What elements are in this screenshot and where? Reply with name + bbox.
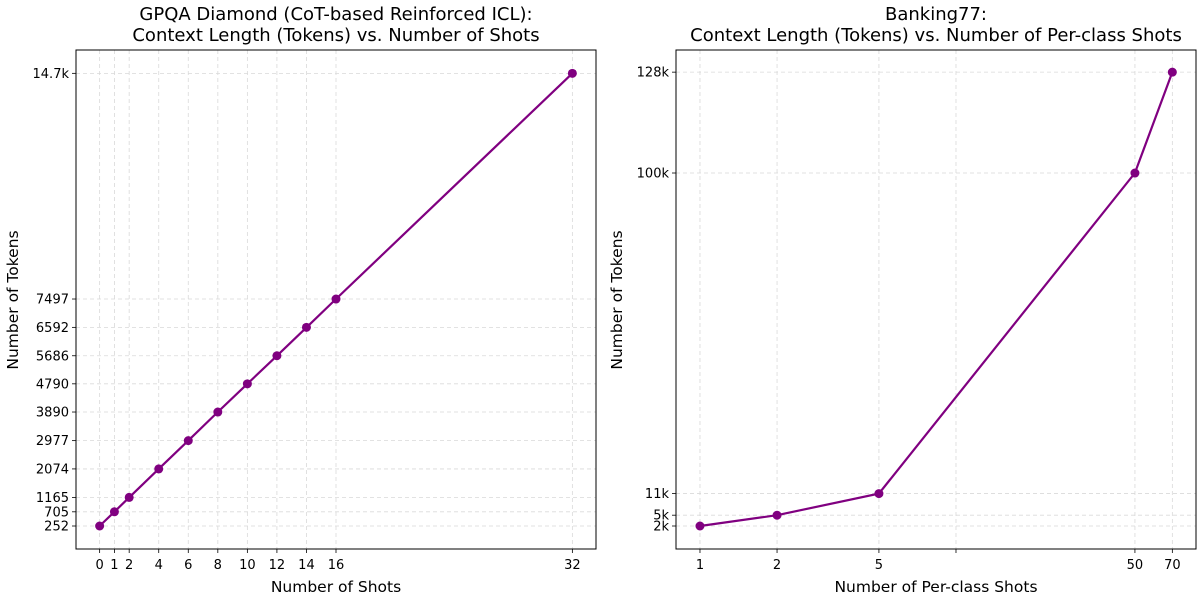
banking77-chart: Banking77: Context Length (Tokens) vs. N… <box>608 4 1197 596</box>
x-tick-label: 1 <box>110 558 118 573</box>
data-point <box>301 322 311 332</box>
data-point <box>154 464 164 474</box>
y-tick-label: 6592 <box>36 321 69 336</box>
y-tick-label: 5k <box>653 509 669 524</box>
y-axis-label: Number of Tokens <box>608 230 626 369</box>
chart-title-line1: GPQA Diamond (CoT-based Reinforced ICL): <box>139 4 532 25</box>
data-point <box>183 436 193 446</box>
data-point <box>567 68 577 78</box>
x-tick-label: 14 <box>298 558 315 573</box>
x-tick-label: 6 <box>184 558 192 573</box>
data-point <box>272 351 282 361</box>
y-tick-label: 2074 <box>36 462 69 477</box>
data-point <box>331 294 341 304</box>
chart-title-line2: Context Length (Tokens) vs. Number of Pe… <box>690 25 1182 46</box>
data-point <box>95 521 105 531</box>
y-tick-label: 100k <box>637 167 670 182</box>
y-tick-label: 705 <box>44 505 69 520</box>
x-tick-label: 1 <box>696 558 704 573</box>
x-tick-label: 0 <box>95 558 103 573</box>
y-tick-label: 3890 <box>36 406 69 421</box>
y-tick-label: 252 <box>44 520 69 535</box>
x-tick-label: 12 <box>269 558 286 573</box>
x-tick-label: 2 <box>773 558 781 573</box>
y-tick-label: 128k <box>637 66 670 81</box>
x-tick-label: 8 <box>214 558 222 573</box>
x-tick-label: 50 <box>1127 558 1144 573</box>
x-tick-label: 70 <box>1164 558 1181 573</box>
y-axis-label: Number of Tokens <box>4 230 22 369</box>
x-tick-label: 16 <box>328 558 345 573</box>
y-tick-label: 2k <box>653 520 669 535</box>
data-point <box>124 492 134 502</box>
x-axis-label: Number of Per-class Shots <box>834 578 1037 596</box>
gpqa-chart: GPQA Diamond (CoT-based Reinforced ICL):… <box>4 4 597 596</box>
series-line <box>699 71 1174 528</box>
chart-title-line2: Context Length (Tokens) vs. Number of Sh… <box>132 25 539 46</box>
data-point <box>874 489 884 499</box>
x-tick-label: 5 <box>875 558 883 573</box>
data-point <box>242 379 252 389</box>
data-point <box>1130 168 1140 178</box>
y-tick-label: 5686 <box>36 349 69 364</box>
x-tick-label: 10 <box>239 558 256 573</box>
y-tick-label: 11k <box>645 487 670 502</box>
plot-frame <box>675 49 1197 550</box>
y-tick-label: 14.7k <box>33 67 70 82</box>
data-point <box>772 510 782 520</box>
chart-title-line1: Banking77: <box>885 4 987 25</box>
plot-frame <box>75 49 597 550</box>
y-tick-label: 2977 <box>36 434 69 449</box>
data-point <box>213 407 223 417</box>
y-tick-label: 4790 <box>36 377 69 392</box>
data-point <box>109 507 119 517</box>
data-point <box>695 521 705 531</box>
x-tick-label: 2 <box>125 558 133 573</box>
x-axis-label: Number of Shots <box>271 578 401 596</box>
x-tick-label: 32 <box>564 558 581 573</box>
x-tick-label: 4 <box>155 558 163 573</box>
data-point <box>1167 67 1177 77</box>
y-tick-label: 7497 <box>36 293 69 308</box>
y-tick-label: 1165 <box>36 491 69 506</box>
